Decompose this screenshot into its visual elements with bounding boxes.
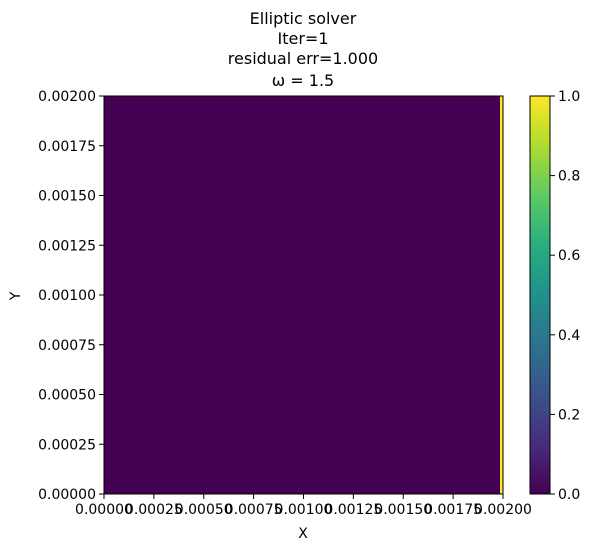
y-tick-label: 0.00050 [38, 388, 96, 404]
colorbar: 0.0 0.2 0.4 0.6 0.8 1.0 [529, 89, 580, 503]
x-tick-label: 0.00150 [374, 502, 432, 518]
x-tick-label: 0.00025 [125, 502, 183, 518]
title-line-2: Iter=1 [278, 29, 329, 48]
colorbar-gradient [530, 96, 550, 494]
x-tick-label: 0.00050 [175, 502, 233, 518]
x-tick-label: 0.00200 [474, 502, 532, 518]
colorbar-tick-label: 0.0 [558, 487, 580, 503]
y-tick-label: 0.00150 [38, 189, 96, 205]
heatmap-boundary-cells [500, 96, 503, 494]
colorbar-tick-label: 0.2 [558, 407, 580, 423]
colorbar-tick-label: 0.6 [558, 248, 580, 264]
y-tick-label: 0.00075 [38, 338, 96, 354]
y-tick-label: 0.00100 [38, 288, 96, 304]
x-axis-label: X [298, 526, 308, 542]
colorbar-tick-label: 0.8 [558, 169, 580, 185]
colorbar-frame [529, 95, 551, 495]
colorbar-tick-label: 0.4 [558, 328, 580, 344]
y-tick-label: 0.00200 [38, 89, 96, 105]
y-axis-label: Y [8, 291, 24, 301]
y-axis: 0.00000 0.00025 0.00050 0.00075 0.00100 0.001… [38, 89, 104, 503]
chart-title: Elliptic solver Iter=1 residual err=1.00… [228, 9, 378, 90]
y-tick-label: 0.00175 [38, 139, 96, 155]
y-tick-label: 0.00000 [38, 487, 96, 503]
x-tick-label: 0.00100 [275, 502, 333, 518]
x-tick-label: 0.00075 [225, 502, 283, 518]
title-line-1: Elliptic solver [250, 9, 357, 28]
colorbar-tick-label: 1.0 [558, 89, 580, 105]
y-tick-label: 0.00025 [38, 437, 96, 453]
x-tick-label: 0.00175 [424, 502, 482, 518]
title-line-4: ω = 1.5 [272, 71, 334, 90]
x-tick-label: 0.00125 [324, 502, 382, 518]
x-tick-label: 0.00000 [75, 502, 133, 518]
title-line-3: residual err=1.000 [228, 49, 378, 68]
heatmap-background-cells [104, 96, 503, 494]
heatmap-plot [103, 95, 504, 495]
x-axis: 0.000000.000250.000500.000750.001000.001… [75, 494, 532, 518]
y-tick-label: 0.00125 [38, 238, 96, 254]
